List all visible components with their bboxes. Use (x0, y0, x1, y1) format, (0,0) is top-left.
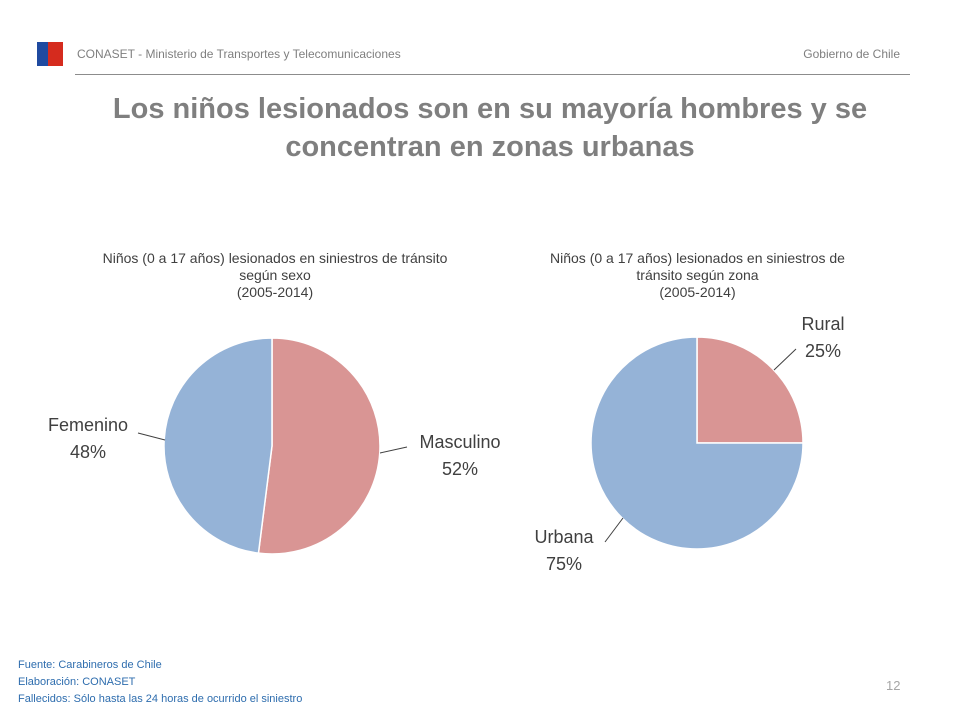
footer-note: Fallecidos: Sólo hasta las 24 horas de o… (18, 693, 303, 705)
footer-elaboration: Elaboración: CONASET (18, 676, 136, 688)
leader-line (604, 517, 624, 543)
slice-label: Femenino (48, 415, 128, 435)
pie-slice-masculino (257, 337, 381, 555)
pie-slice-rural (696, 336, 804, 444)
footer-source: Fuente: Carabineros de Chile (18, 659, 162, 671)
slice-label: Urbana (534, 527, 594, 547)
slice-label: Masculino (419, 432, 500, 452)
chart-sex-title-line: según sexo (239, 267, 311, 283)
logo-red-block (48, 42, 63, 66)
header-divider (75, 74, 910, 75)
chart-sex-title: Niños (0 a 17 años) lesionados en sinies… (70, 250, 480, 301)
pie-chart-sex: Masculino 52% Femenino 48% (48, 337, 501, 555)
page-title: Los niños lesionados son en su mayoría h… (112, 93, 868, 163)
pie-slice-urbana (590, 336, 804, 550)
header-gov: Gobierno de Chile (803, 47, 900, 61)
chart-sex-title-line: Niños (0 a 17 años) lesionados en sinies… (102, 250, 448, 266)
chart-zone-title-line: tránsito según zona (636, 267, 759, 283)
page-number: 12 (886, 678, 901, 693)
footer-notes: Fuente: Carabineros de Chile Elaboración… (18, 657, 302, 708)
leader-line (773, 348, 797, 371)
leader-line (137, 432, 166, 441)
pie-slice-femenino (163, 337, 273, 554)
chart-zone-title: Niños (0 a 17 años) lesionados en sinies… (510, 250, 885, 301)
chile-flag-logo (37, 42, 63, 66)
slice-value-label: 52% (442, 459, 478, 479)
slice-value-label: 75% (546, 554, 582, 574)
pie-chart-zone: Rural 25% Urbana 75% (534, 314, 844, 574)
chart-zone-title-line: Niños (0 a 17 años) lesionados en sinies… (550, 250, 845, 266)
slice-label: Rural (801, 314, 844, 334)
slice-value-label: 25% (805, 341, 841, 361)
chart-zone-title-line: (2005-2014) (659, 284, 736, 300)
logo-blue-block (37, 42, 48, 66)
slice-value-label: 48% (70, 442, 106, 462)
leader-line (379, 446, 408, 454)
header-org: CONASET - Ministerio de Transportes y Te… (77, 47, 401, 61)
chart-sex-title-line: (2005-2014) (236, 284, 314, 300)
